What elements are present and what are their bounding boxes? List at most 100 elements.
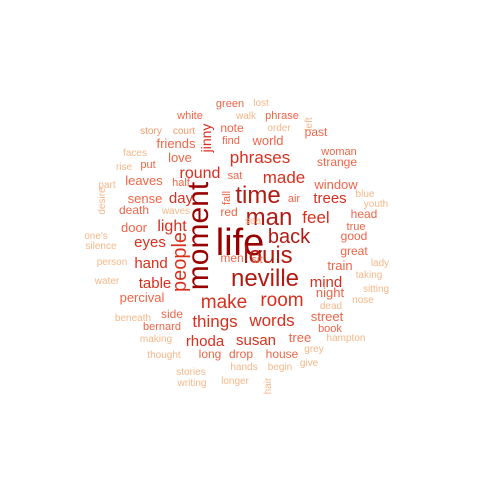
cloud-word-life: life	[216, 222, 265, 264]
cloud-word-grey: grey	[304, 344, 323, 355]
cloud-word-time: time	[235, 182, 280, 209]
cloud-word-sit: sit	[252, 254, 263, 266]
cloud-word-water: water	[94, 276, 120, 287]
cloud-word-percival: percival	[120, 290, 165, 305]
cloud-word-table: table	[139, 275, 172, 292]
cloud-word-youth: youth	[364, 199, 388, 210]
cloud-word-hands: hands	[230, 362, 257, 373]
cloud-word-jinny: jinny	[198, 124, 214, 154]
cloud-word-faces: faces	[123, 148, 147, 159]
cloud-word-thought: thought	[147, 350, 181, 361]
cloud-word-hand: hand	[134, 255, 167, 272]
cloud-word-light: light	[157, 218, 187, 235]
cloud-word-order: order	[267, 123, 291, 134]
cloud-word-made: made	[263, 168, 306, 187]
cloud-word-neville: neville	[231, 265, 299, 292]
cloud-word-court: court	[173, 126, 195, 137]
cloud-word-train: train	[327, 258, 352, 273]
cloud-word-past: past	[305, 125, 328, 139]
cloud-word-beneath: beneath	[115, 313, 151, 324]
cloud-word-mind: mind	[310, 274, 343, 291]
cloud-word-great: great	[340, 244, 368, 258]
cloud-word-writing: writing	[177, 378, 207, 389]
cloud-word-words: words	[248, 311, 294, 330]
cloud-word-door: door	[121, 220, 148, 235]
cloud-word-death: death	[119, 203, 149, 217]
cloud-word-back: back	[268, 226, 311, 248]
cloud-word-hair: hair	[263, 377, 274, 394]
cloud-word-book: book	[318, 323, 342, 335]
cloud-word-sense: sense	[128, 191, 163, 206]
cloud-word-silence: silence	[85, 241, 117, 252]
cloud-word-longer: longer	[221, 376, 249, 387]
cloud-word-house: house	[266, 347, 299, 361]
cloud-word-moment: moment	[182, 181, 215, 290]
cloud-word-lost: lost	[253, 98, 269, 109]
cloud-word-man: man	[246, 204, 293, 231]
cloud-word-friends: friends	[156, 136, 196, 151]
cloud-word-making: making	[140, 334, 172, 345]
cloud-word-phrase: phrase	[265, 110, 299, 122]
cloud-word-eyes: eyes	[134, 234, 166, 251]
cloud-word-green: green	[216, 98, 244, 110]
cloud-word-desire: desire	[97, 187, 108, 215]
cloud-word-window: window	[313, 177, 358, 192]
cloud-word-give: give	[300, 358, 319, 369]
cloud-word-head: head	[351, 207, 378, 221]
cloud-word-street: street	[311, 309, 344, 324]
cloud-word-left: left	[304, 117, 315, 131]
cloud-word-susan: susan	[236, 332, 276, 349]
cloud-word-half: half	[172, 177, 191, 189]
cloud-word-rhoda: rhoda	[186, 333, 225, 350]
cloud-word-night: night	[316, 285, 345, 300]
cloud-word-strange: strange	[317, 155, 357, 169]
cloud-word-woman: woman	[320, 146, 356, 158]
cloud-word-stories: stories	[176, 367, 205, 378]
cloud-word-begin: begin	[268, 362, 292, 373]
cloud-word-taking: taking	[356, 270, 383, 281]
cloud-word-world: world	[251, 133, 283, 148]
cloud-word-long: long	[199, 347, 222, 361]
cloud-word-things: things	[192, 312, 237, 331]
cloud-word-lady: lady	[371, 258, 389, 269]
cloud-word-sitting: sitting	[363, 284, 389, 295]
cloud-word-part: part	[98, 180, 115, 191]
cloud-word-trees: trees	[313, 190, 346, 207]
cloud-word-tree: tree	[289, 330, 311, 345]
cloud-word-put: put	[140, 159, 155, 171]
cloud-word-make: make	[201, 292, 247, 313]
cloud-word-phrases: phrases	[230, 148, 290, 167]
cloud-word-people: people	[169, 232, 191, 292]
cloud-word-air: air	[288, 193, 301, 205]
cloud-word-ones: one's	[84, 231, 108, 242]
cloud-word-sat: sat	[228, 170, 243, 182]
cloud-word-walk: walk	[235, 111, 257, 122]
cloud-word-room: room	[260, 290, 303, 311]
cloud-word-fall: fall	[221, 191, 233, 205]
cloud-word-red: red	[220, 205, 237, 219]
cloud-word-person: person	[97, 257, 128, 268]
cloud-word-dead: dead	[320, 301, 342, 312]
cloud-word-nose: nose	[352, 295, 374, 306]
cloud-word-sea: sea	[245, 216, 262, 227]
cloud-word-men: men	[220, 251, 243, 265]
cloud-word-story: story	[140, 126, 162, 137]
cloud-word-round: round	[180, 165, 221, 182]
cloud-word-feel: feel	[302, 208, 329, 227]
cloud-word-true: true	[347, 221, 366, 233]
cloud-word-blue: blue	[356, 189, 375, 200]
cloud-word-waves: waves	[161, 206, 190, 217]
cloud-word-bernard: bernard	[143, 321, 181, 333]
cloud-word-rise: rise	[116, 162, 133, 173]
cloud-word-hampton: hampton	[327, 333, 366, 344]
cloud-word-drop: drop	[229, 347, 253, 361]
cloud-word-louis: louis	[243, 242, 292, 269]
cloud-word-good: good	[341, 229, 368, 243]
cloud-word-find: find	[222, 135, 240, 147]
cloud-word-white: white	[176, 110, 203, 122]
cloud-word-love: love	[168, 150, 192, 165]
cloud-word-day: day	[169, 190, 194, 207]
cloud-word-leaves: leaves	[125, 173, 163, 188]
cloud-word-side: side	[161, 307, 183, 321]
